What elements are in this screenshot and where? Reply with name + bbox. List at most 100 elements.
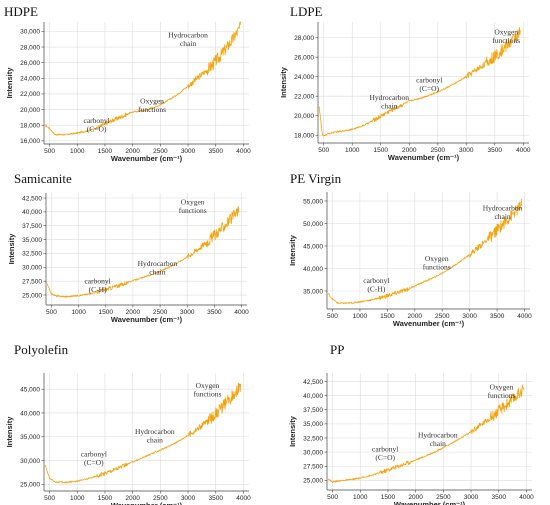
x-tick-label: 2500 <box>153 495 168 502</box>
x-tick-label: 1000 <box>345 147 360 154</box>
x-tick-label: 500 <box>44 148 55 155</box>
x-tick-label: 2000 <box>408 313 423 320</box>
y-axis-label: Intensity <box>5 416 14 448</box>
annotation-label: (C=O) <box>375 453 395 462</box>
annotation-label: carbonyl <box>81 449 107 458</box>
y-tick-label: 32,500 <box>303 435 323 442</box>
x-tick-label: 1000 <box>71 309 86 316</box>
pp-title: PP <box>330 342 344 357</box>
annotation-label: Hydrocarbon <box>369 93 409 102</box>
y-tick-label: 40,000 <box>303 266 323 273</box>
x-tick-label: 1500 <box>381 494 396 501</box>
y-tick-label: 26,000 <box>20 60 40 67</box>
y-tick-label: 42,500 <box>303 379 323 386</box>
annotation-label: chain <box>180 39 196 48</box>
annotation-label: functions <box>492 36 520 45</box>
spectrum-line <box>47 206 240 298</box>
x-tick-label: 2000 <box>125 148 140 155</box>
y-tick-label: 25,000 <box>20 482 40 489</box>
y-tick-label: 45,000 <box>303 243 323 250</box>
y-tick-label: 37,500 <box>22 223 42 230</box>
annotation-label: chain <box>430 439 446 448</box>
x-tick-label: 1500 <box>98 495 113 502</box>
x-axis-label: Wavenumber (cm⁻¹) <box>394 500 466 505</box>
x-tick-label: 4000 <box>516 147 531 154</box>
annotation-label: chain <box>147 435 163 444</box>
annotation-label: carbonyl <box>84 276 110 285</box>
x-tick-label: 3500 <box>207 309 222 316</box>
annotation-label: functions <box>179 206 207 215</box>
annotation-label: Oxygen <box>196 381 220 390</box>
x-tick-label: 2500 <box>435 313 450 320</box>
x-tick-label: 1000 <box>70 148 85 155</box>
samicanite-panel: Samicanite 500 1000 1500 2000 2500 3000 3500 40… <box>7 171 249 324</box>
y-tick-label: 30,000 <box>303 449 323 456</box>
spectrum-line <box>44 382 241 484</box>
y-tick-label: 18,000 <box>20 123 40 130</box>
x-tick-label: 3500 <box>490 313 505 320</box>
x-tick-label: 1500 <box>98 148 113 155</box>
y-tick-label: 37,500 <box>303 407 323 414</box>
x-tick-label: 500 <box>327 313 338 320</box>
x-tick-label: 3000 <box>181 148 196 155</box>
y-tick-label: 16,000 <box>20 138 40 145</box>
y-axis-label: Intensity <box>5 67 14 99</box>
x-tick-label: 2000 <box>402 147 417 154</box>
x-tick-label: 3000 <box>462 313 477 320</box>
x-tick-label: 3500 <box>209 495 224 502</box>
y-tick-label: 42,500 <box>22 195 42 202</box>
x-tick-label: 4000 <box>517 313 532 320</box>
x-tick-label: 2500 <box>153 148 168 155</box>
x-tick-label: 3000 <box>459 147 474 154</box>
x-tick-label: 1000 <box>353 313 368 320</box>
y-tick-label: 35,000 <box>22 237 42 244</box>
x-tick-label: 2000 <box>408 494 423 501</box>
samicanite-title: Samicanite <box>14 171 72 186</box>
y-tick-label: 24,000 <box>20 76 40 83</box>
annotation-label: Hydrocarbon <box>418 430 458 439</box>
y-tick-label: 25,000 <box>303 478 323 485</box>
y-tick-label: 27,500 <box>22 278 42 285</box>
annotation-label: functions <box>423 262 451 271</box>
x-axis-label: Wavenumber (cm⁻¹) <box>111 501 183 505</box>
y-tick-label: 50,000 <box>303 221 323 228</box>
x-tick-label: 2000 <box>125 495 140 502</box>
x-tick-label: 4000 <box>519 494 534 501</box>
annotation-label: Oxygen <box>494 28 518 37</box>
y-tick-label: 35,000 <box>303 421 323 428</box>
x-axis-label: Wavenumber (cm⁻¹) <box>111 315 183 324</box>
y-tick-label: 35,000 <box>20 434 40 441</box>
x-tick-label: 3000 <box>180 309 195 316</box>
y-tick-label: 20,000 <box>294 113 314 120</box>
annotation-label: Hydrocarbon <box>138 259 178 268</box>
x-tick-label: 3500 <box>488 147 503 154</box>
spectrum-line <box>44 21 241 136</box>
hdpe-title: HDPE <box>4 4 38 19</box>
polyolefin-panel: Polyolefin 500 1000 1500 2000 2500 3000 3500 40… <box>5 342 251 505</box>
annotation-label: (C-H) <box>367 284 385 293</box>
y-tick-label: 35,000 <box>303 288 323 295</box>
annotation-label: chain <box>381 102 397 111</box>
annotation-label: (C=O) <box>419 84 439 93</box>
x-tick-label: 2500 <box>431 147 446 154</box>
y-tick-label: 26,000 <box>294 54 314 61</box>
x-tick-label: 1500 <box>380 313 395 320</box>
x-tick-label: 3000 <box>464 494 479 501</box>
annotation-label: Hydrocarbon <box>483 203 523 212</box>
x-tick-label: 1500 <box>373 147 388 154</box>
y-tick-label: 30,000 <box>20 29 40 36</box>
annotation-label: Oxygen <box>181 198 205 207</box>
x-tick-label: 500 <box>318 147 329 154</box>
spectrum-line <box>318 27 521 137</box>
spectrum-line <box>327 384 524 483</box>
ldpe-title: LDPE <box>290 4 323 19</box>
annotation-label: carbonyl <box>84 116 110 125</box>
x-tick-label: 500 <box>46 309 57 316</box>
x-tick-label: 1000 <box>353 494 368 501</box>
x-tick-label: 2500 <box>153 309 168 316</box>
x-axis-label: Wavenumber (cm⁻¹) <box>388 153 460 162</box>
annotation-label: Oxygen <box>425 254 449 263</box>
annotation-label: Oxygen <box>140 96 164 105</box>
y-axis-label: Intensity <box>288 234 297 266</box>
annotation-label: functions <box>488 391 516 400</box>
